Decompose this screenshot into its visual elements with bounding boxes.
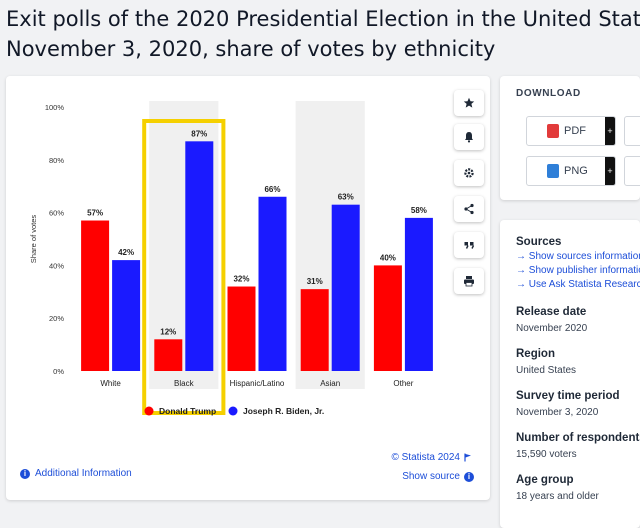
bar-biden	[331, 204, 360, 371]
print-icon	[464, 276, 474, 287]
show-sources-link[interactable]: → Show sources information	[516, 251, 640, 262]
age-group-heading: Age group	[516, 474, 574, 486]
survey-period-section: Survey time period November 3, 2020	[516, 390, 640, 418]
region-heading: Region	[516, 348, 555, 360]
plus-icon: +	[605, 157, 615, 185]
data-label: 42%	[118, 248, 134, 257]
data-label: 12%	[160, 327, 176, 336]
release-date-heading: Release date	[516, 306, 587, 318]
y-tick-label: 20%	[49, 314, 64, 323]
data-label: 31%	[307, 277, 323, 286]
x-tick-label: Asian	[320, 379, 340, 388]
region-value: United States	[516, 365, 577, 376]
bar-chart: 0% 20% 40% 60% 80% 100% Share of votes 57% 42% Wh…	[29, 101, 433, 416]
y-tick-label: 60%	[49, 209, 64, 218]
respondents-value: 15,590 voters	[516, 449, 577, 460]
download-extra-button[interactable]	[624, 116, 640, 146]
settings-button[interactable]	[454, 160, 484, 186]
data-label: 40%	[380, 253, 396, 262]
legend-label: Joseph R. Biden, Jr.	[243, 406, 324, 416]
notification-button[interactable]	[454, 124, 484, 150]
respondents-heading: Number of respondents	[516, 432, 640, 444]
quote-icon	[464, 242, 475, 249]
x-tick-label: Other	[393, 379, 413, 388]
plus-icon: +	[605, 117, 615, 145]
x-tick-label: Black	[174, 379, 195, 388]
release-date-value: November 2020	[516, 323, 588, 334]
data-label: 32%	[233, 275, 249, 284]
age-group-value: 18 years and older	[516, 491, 599, 502]
show-source-link[interactable]: Show source i	[402, 471, 474, 482]
x-tick-label: White	[100, 379, 121, 388]
download-pdf-label: PDF	[564, 125, 586, 137]
data-label: 87%	[191, 129, 207, 138]
favorite-button[interactable]	[454, 90, 484, 116]
png-file-icon	[547, 164, 559, 178]
bar-trump	[81, 220, 110, 371]
download-png-label: PNG	[564, 165, 588, 177]
bar-trump	[227, 286, 256, 371]
gear-icon	[464, 168, 474, 178]
statistic-info-panel: Sources → Show sources information → Sho…	[500, 220, 640, 528]
survey-period-heading: Survey time period	[516, 390, 620, 402]
show-publisher-link[interactable]: → Show publisher information	[516, 265, 640, 276]
y-axis-label: Share of votes	[29, 215, 38, 264]
data-label: 63%	[338, 193, 354, 202]
respondents-section: Number of respondents 15,590 voters	[516, 432, 640, 460]
flag-icon	[464, 453, 471, 462]
share-icon	[464, 203, 474, 215]
additional-information-link[interactable]: i Additional Information	[20, 468, 132, 479]
legend-marker	[228, 406, 238, 416]
page-title: Exit polls of the 2020 Presidential Elec…	[6, 4, 640, 64]
share-button[interactable]	[454, 196, 484, 222]
data-label: 58%	[411, 206, 427, 215]
data-label: 57%	[87, 209, 103, 218]
legend-marker	[144, 406, 154, 416]
chart-card: 0% 20% 40% 60% 80% 100% Share of votes 57% 42% Wh…	[6, 76, 490, 500]
sources-heading: Sources	[516, 236, 562, 248]
download-title: DOWNLOAD	[516, 88, 581, 99]
download-png-button[interactable]: PNG +	[526, 156, 616, 186]
info-icon: i	[464, 471, 474, 482]
copyright-link[interactable]: © Statista 2024	[391, 452, 472, 463]
y-tick-label: 40%	[49, 261, 64, 270]
age-group-section: Age group 18 years and older	[516, 474, 640, 502]
y-tick-label: 100%	[45, 103, 65, 112]
bar-biden	[258, 196, 287, 371]
copyright-label: © Statista 2024	[391, 452, 460, 463]
data-label: 66%	[264, 185, 280, 194]
highlight-box	[142, 119, 226, 415]
download-pdf-button[interactable]: PDF +	[526, 116, 616, 146]
bar-biden	[185, 141, 214, 371]
download-panel: DOWNLOAD PDF + PNG +	[500, 76, 640, 200]
x-tick-label: Hispanic/Latino	[230, 379, 285, 388]
survey-period-value: November 3, 2020	[516, 407, 599, 418]
additional-information-label: Additional Information	[35, 468, 132, 479]
download-extra-button[interactable]	[624, 156, 640, 186]
bar-trump	[154, 339, 183, 371]
info-icon: i	[20, 468, 30, 479]
bar-biden	[404, 217, 433, 371]
ask-statista-link[interactable]: → Use Ask Statista Research Service	[516, 279, 640, 290]
star-icon	[463, 97, 475, 108]
y-tick-label: 0%	[53, 367, 64, 376]
cite-button[interactable]	[454, 232, 484, 258]
release-date-section: Release date November 2020	[516, 306, 640, 334]
bar-trump	[300, 289, 329, 371]
region-section: Region United States	[516, 348, 640, 376]
title-line-2: November 3, 2020, share of votes by ethn…	[6, 37, 496, 61]
show-source-label: Show source	[402, 471, 460, 482]
bell-icon	[465, 132, 473, 143]
bar-trump	[373, 265, 402, 371]
bar-biden	[112, 260, 141, 371]
legend-label: Donald Trump	[159, 406, 216, 416]
print-button[interactable]	[454, 268, 484, 294]
y-tick-label: 80%	[49, 156, 64, 165]
title-line-1: Exit polls of the 2020 Presidential Elec…	[6, 7, 640, 31]
pdf-file-icon	[547, 124, 559, 138]
